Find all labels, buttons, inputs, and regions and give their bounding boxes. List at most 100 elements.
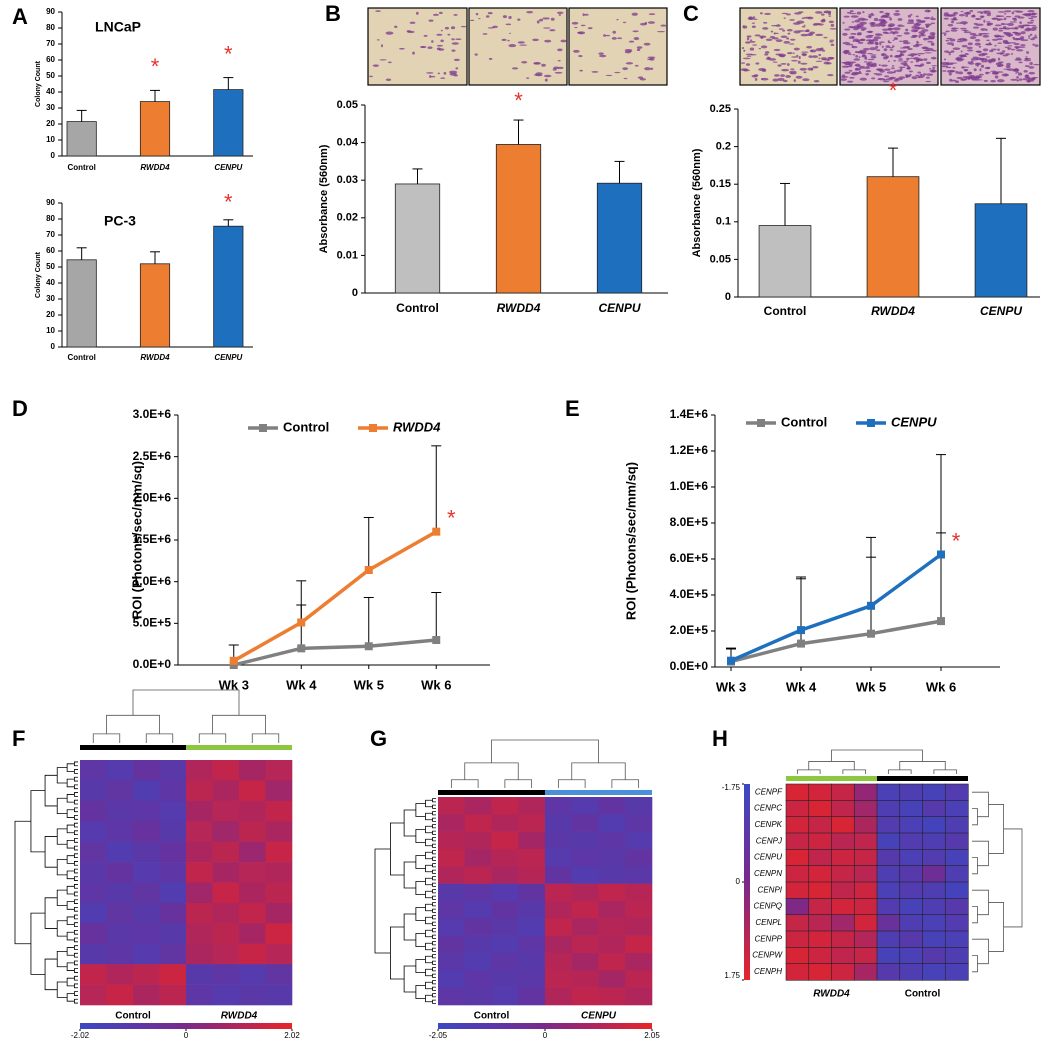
y-tick-label: 60 <box>46 246 55 255</box>
cell <box>850 15 859 18</box>
dendrogram <box>74 937 78 943</box>
cell <box>863 67 871 69</box>
cell <box>962 38 968 42</box>
cell <box>880 16 883 18</box>
dendrogram <box>450 779 479 788</box>
cell <box>385 78 392 82</box>
cell <box>505 23 512 26</box>
row-label: CENPW <box>752 951 783 960</box>
cell <box>478 18 481 20</box>
cell <box>902 39 909 43</box>
cell <box>998 63 1004 67</box>
cell <box>842 21 845 24</box>
cell <box>856 33 862 36</box>
heatmap-cell <box>785 816 810 834</box>
cell <box>758 47 762 50</box>
cell <box>743 49 746 52</box>
heatmap-cell <box>785 914 810 932</box>
cell <box>930 17 936 21</box>
dendrogram <box>66 763 75 772</box>
heatmap-cell <box>625 970 653 988</box>
heatmap-cell <box>518 953 546 971</box>
dendrogram <box>74 884 78 889</box>
heatmap-cell <box>239 984 266 1006</box>
dendrogram <box>432 967 436 972</box>
cell <box>914 64 922 67</box>
cell <box>885 13 889 16</box>
point <box>797 639 805 648</box>
cell <box>1022 78 1028 81</box>
cell <box>778 28 784 30</box>
cell <box>634 64 639 67</box>
cell <box>915 22 919 25</box>
heatmap-cell <box>785 963 810 981</box>
cell <box>897 18 903 21</box>
dendrogram <box>56 797 68 814</box>
row-label: CENPP <box>754 934 782 943</box>
cell <box>854 64 862 66</box>
cell <box>475 12 479 16</box>
heatmap-cell <box>899 816 924 834</box>
heatmap-cell <box>785 881 810 899</box>
cell <box>1020 46 1026 48</box>
point <box>229 661 238 669</box>
cell <box>789 70 797 74</box>
dendrogram <box>66 778 75 788</box>
cell <box>798 11 804 14</box>
cell <box>925 76 930 79</box>
dendrogram <box>74 792 78 797</box>
cell <box>1013 42 1020 46</box>
cell <box>616 18 619 21</box>
row-label: CENPU <box>754 853 782 862</box>
cell <box>1020 31 1026 35</box>
x-tick-label: Wk 4 <box>786 679 817 694</box>
cell <box>910 29 918 33</box>
cell <box>1015 72 1018 74</box>
heatmap-cell <box>159 943 187 965</box>
heatmap-cell <box>944 832 969 850</box>
chart-title: LNCaP <box>95 19 141 35</box>
cell <box>945 66 952 69</box>
cell <box>895 10 900 13</box>
heatmap-cell <box>464 866 492 884</box>
heatmap-cell <box>133 984 160 1006</box>
y-tick-label: 10 <box>46 326 55 335</box>
cell <box>789 19 795 21</box>
heatmap-cell <box>944 849 969 867</box>
cell <box>798 56 801 60</box>
cell <box>1002 31 1007 34</box>
cell <box>438 11 443 14</box>
heatmap-cell <box>239 841 266 863</box>
heatmap-cell <box>265 821 293 842</box>
cell <box>983 79 989 82</box>
cell <box>576 31 583 34</box>
heatmap-cell <box>944 963 969 981</box>
heatmap-cell <box>159 902 187 924</box>
cell <box>972 26 980 29</box>
heatmap-cell <box>265 984 293 1006</box>
cell <box>997 48 1000 51</box>
cell <box>986 66 990 69</box>
dendrogram <box>425 812 433 821</box>
heatmap-cell <box>944 800 969 818</box>
point <box>297 618 306 627</box>
heatmap-cell <box>571 831 599 850</box>
dendrogram <box>425 981 433 990</box>
cell <box>827 74 834 77</box>
cell <box>790 59 798 62</box>
cell <box>874 41 879 45</box>
heatmap-cell <box>598 970 626 988</box>
heatmap-cell <box>598 935 626 954</box>
cell <box>437 72 440 75</box>
cell <box>943 33 947 36</box>
series-line <box>233 638 437 667</box>
heatmap-cell <box>106 923 134 945</box>
heatmap-cell <box>625 953 653 971</box>
y-tick-label: 10 <box>46 135 55 144</box>
colorbar-label: -2.05 <box>429 1031 448 1040</box>
cell <box>625 62 634 65</box>
cell <box>925 24 930 28</box>
cell <box>895 55 901 58</box>
dendrogram <box>74 799 78 805</box>
cell <box>918 35 921 39</box>
